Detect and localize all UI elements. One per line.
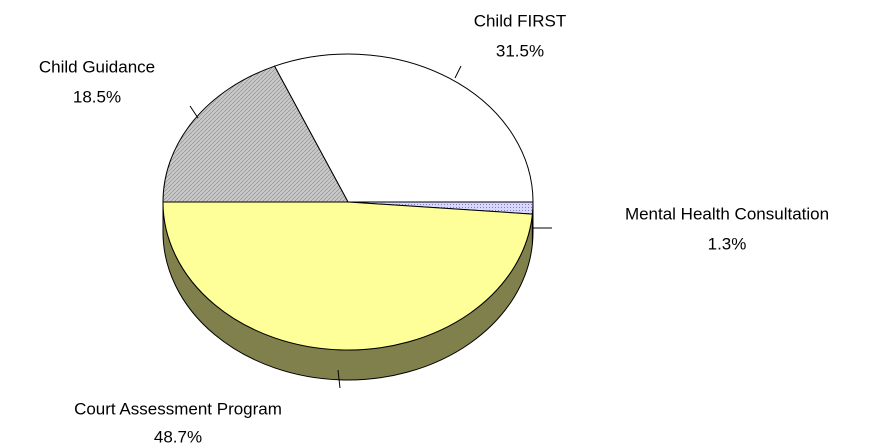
- pie-slice: [273, 53, 534, 203]
- slice-label: Mental Health Consultation: [625, 204, 829, 223]
- leader-line: [454, 65, 462, 79]
- slice-value-label: 18.5%: [73, 87, 121, 106]
- pie-slice: [162, 65, 349, 203]
- leader-line: [337, 369, 341, 389]
- leader-line: [189, 105, 199, 119]
- pie-slice: [162, 201, 533, 351]
- slice-label: Court Assessment Program: [74, 399, 282, 418]
- slice-value-label: 48.7%: [154, 427, 202, 445]
- slice-value-label: 31.5%: [496, 41, 544, 60]
- slice-value-label: 1.3%: [708, 234, 747, 253]
- slice-label: Child Guidance: [39, 57, 155, 76]
- slice-label: Child FIRST: [474, 11, 567, 30]
